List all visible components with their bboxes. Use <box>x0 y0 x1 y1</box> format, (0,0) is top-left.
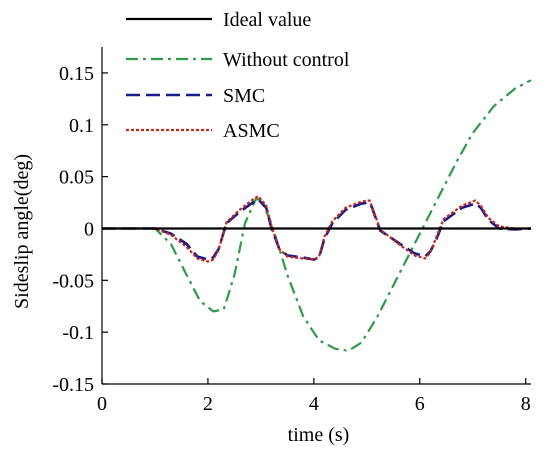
y-tick-label: 0.1 <box>69 115 94 137</box>
legend: Ideal value Without control SMC ASMC <box>126 9 350 142</box>
legend-label: ASMC <box>223 120 280 142</box>
series-line-asmc <box>102 195 531 263</box>
y-tick-label: 0.05 <box>59 167 94 189</box>
x-tick-label: 6 <box>415 393 425 415</box>
y-axis-label: Sideslip angle(deg) <box>11 154 33 309</box>
y-tick-label: -0.05 <box>52 270 94 292</box>
y-tick-label: 0 <box>84 218 94 240</box>
x-tick-label: 2 <box>203 393 213 415</box>
y-tick-label: -0.15 <box>52 374 94 396</box>
series-line-without-control <box>102 79 532 352</box>
x-tick-label: 8 <box>521 393 531 415</box>
y-tick-label: 0.15 <box>59 63 94 85</box>
legend-label: Ideal value <box>223 9 311 31</box>
x-tick-label: 4 <box>309 393 319 415</box>
x-axis-label: time (s) <box>288 424 350 446</box>
y-tick-label: -0.1 <box>62 322 94 344</box>
legend-label: Without control <box>223 49 350 71</box>
axes: 0 2 4 6 8 -0.15 -0.1 -0.05 0 0.05 0.1 0.15 <box>52 47 531 415</box>
legend-label: SMC <box>223 85 265 107</box>
plot-area <box>102 79 532 352</box>
x-tick-label: 0 <box>97 393 107 415</box>
